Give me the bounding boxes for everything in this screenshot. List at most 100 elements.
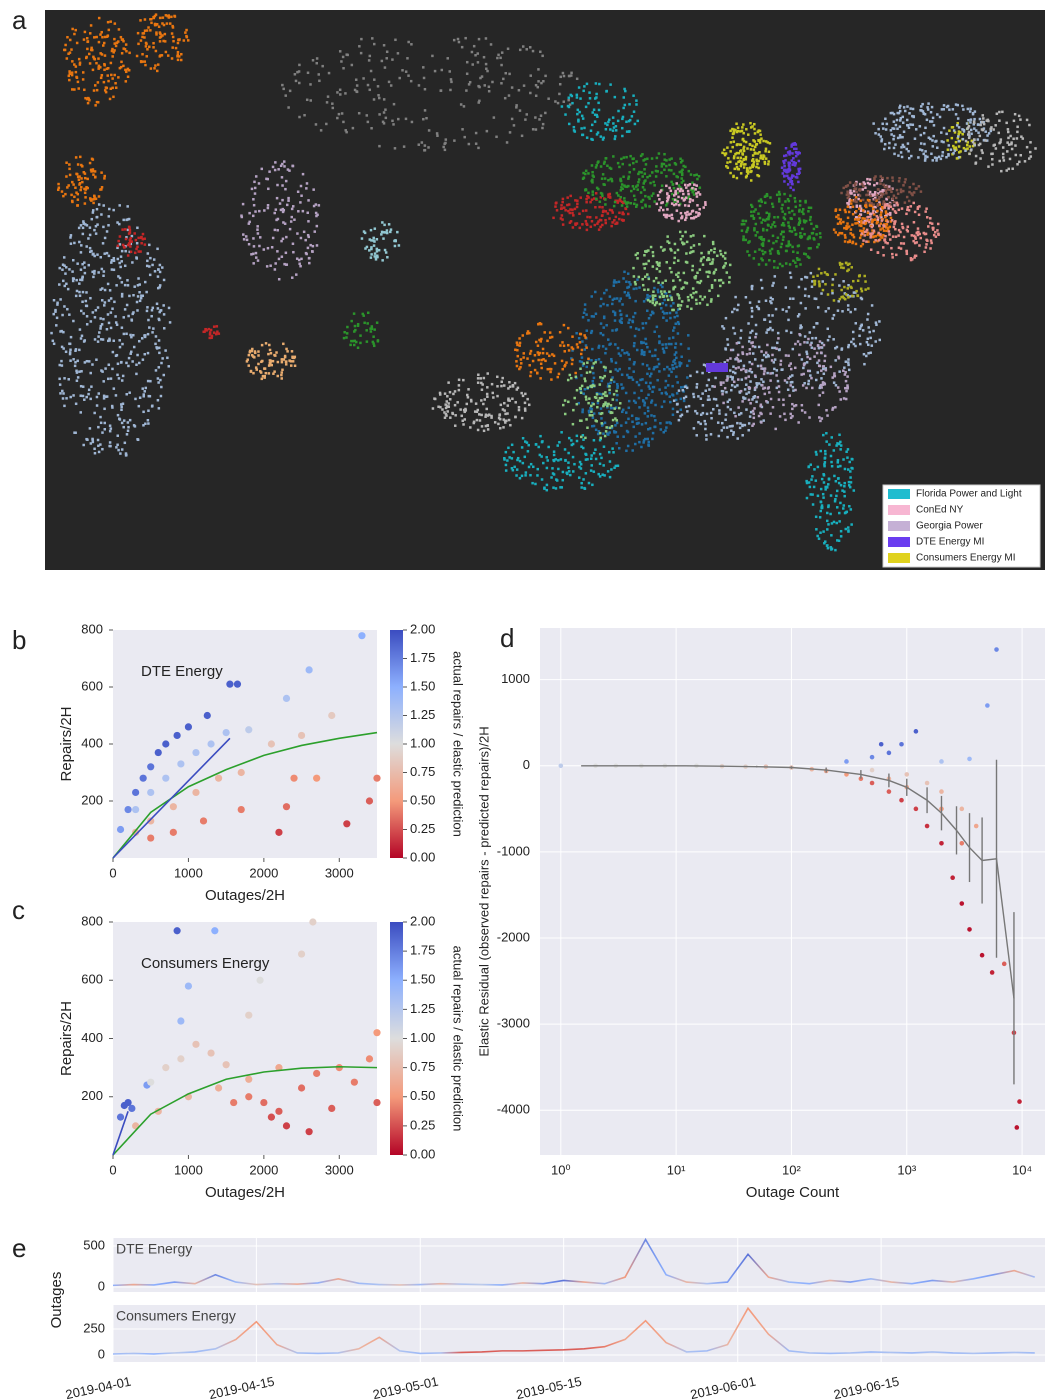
y-tick-label: 400	[81, 735, 103, 750]
point	[373, 1099, 380, 1106]
point	[275, 829, 282, 836]
point	[959, 901, 964, 906]
y-axis-label: Repairs/2H	[58, 706, 75, 781]
colorbar-tick-label: 1.25	[410, 1001, 435, 1016]
colorbar-tick-label: 0.25	[410, 1117, 435, 1132]
y-tick-label: 200	[81, 792, 103, 807]
point	[559, 763, 564, 768]
point	[994, 647, 999, 652]
point	[215, 775, 222, 782]
point	[223, 1061, 230, 1068]
legend-swatch	[888, 489, 910, 499]
y-tick-label: 0	[98, 1346, 105, 1361]
panel-label: e	[12, 1233, 26, 1263]
colorbar-tick-label: 1.25	[410, 707, 435, 722]
point	[174, 732, 181, 739]
x-tick-label: 2019-05-01	[371, 1374, 439, 1400]
legend-swatch	[888, 505, 910, 515]
point	[170, 803, 177, 810]
x-tick-label: 0	[109, 1162, 116, 1177]
legend-swatch	[888, 521, 910, 531]
point	[177, 760, 184, 767]
point	[162, 740, 169, 747]
point	[283, 695, 290, 702]
point	[939, 841, 944, 846]
point	[351, 1079, 358, 1086]
point	[211, 927, 218, 934]
legend-label: DTE Energy MI	[916, 537, 984, 548]
y-tick-label: -1000	[497, 843, 530, 858]
x-tick-label: 10²	[782, 1162, 801, 1177]
point	[306, 666, 313, 673]
point	[914, 807, 919, 812]
colorbar-tick-label: 0.25	[410, 821, 435, 836]
point	[128, 1105, 135, 1112]
point	[162, 775, 169, 782]
point	[298, 950, 305, 957]
x-tick-label: 1000	[174, 1162, 203, 1177]
point	[245, 1093, 252, 1100]
legend-label: ConEd NY	[916, 505, 964, 516]
point	[238, 806, 245, 813]
y-tick-label: 1000	[501, 671, 530, 686]
x-tick-label: 2019-04-01	[64, 1374, 132, 1400]
point	[226, 681, 233, 688]
point	[959, 841, 964, 846]
y-tick-label: 400	[81, 1030, 103, 1045]
y-tick-label: -2000	[497, 929, 530, 944]
y-tick-label: 600	[81, 678, 103, 693]
point	[185, 982, 192, 989]
point	[275, 1108, 282, 1115]
x-tick-label: 10³	[897, 1162, 916, 1177]
colorbar-tick-label: 0.00	[410, 1146, 435, 1161]
point	[283, 1122, 290, 1129]
point	[290, 775, 297, 782]
y-tick-label: 600	[81, 972, 103, 987]
x-tick-label: 3000	[325, 1162, 354, 1177]
colorbar-tick-label: 0.75	[410, 1059, 435, 1074]
point	[174, 927, 181, 934]
x-tick-label: 2019-06-01	[689, 1374, 757, 1400]
colorbar-tick-label: 1.00	[410, 735, 435, 750]
point	[959, 807, 964, 812]
point	[990, 970, 995, 975]
colorbar-tick-label: 0.00	[410, 849, 435, 864]
y-tick-label: -4000	[497, 1102, 530, 1117]
point	[162, 1064, 169, 1071]
point	[192, 1041, 199, 1048]
y-tick-label: 0	[523, 757, 530, 772]
point	[192, 749, 199, 756]
point	[215, 1084, 222, 1091]
colorbar-tick-label: 1.50	[410, 678, 435, 693]
point	[306, 1128, 313, 1135]
point	[373, 1029, 380, 1036]
point	[132, 789, 139, 796]
point	[373, 775, 380, 782]
point	[980, 953, 985, 958]
x-axis-label: Outages/2H	[205, 887, 285, 904]
colorbar-label: actual repairs / elastic prediction	[451, 651, 466, 837]
point	[245, 1012, 252, 1019]
colorbar-tick-label: 1.75	[410, 943, 435, 958]
x-tick-label: 3000	[325, 865, 354, 880]
point	[887, 789, 892, 794]
legend-swatch	[888, 553, 910, 563]
colorbar	[390, 630, 403, 858]
point	[283, 803, 290, 810]
point	[1015, 1125, 1020, 1130]
point	[238, 769, 245, 776]
point	[309, 918, 316, 925]
annotation: DTE Energy	[141, 663, 223, 680]
point	[147, 789, 154, 796]
colorbar-tick-label: 0.50	[410, 1088, 435, 1103]
point	[1017, 1099, 1022, 1104]
point	[985, 703, 990, 708]
figure: Florida Power and LightConEd NYGeorgia P…	[0, 0, 1045, 1400]
point	[223, 729, 230, 736]
legend: Florida Power and LightConEd NYGeorgia P…	[883, 485, 1040, 567]
point	[204, 712, 211, 719]
y-tick-label: 250	[83, 1320, 105, 1335]
point	[147, 763, 154, 770]
point	[366, 797, 373, 804]
x-tick-label: 10⁰	[551, 1162, 571, 1177]
